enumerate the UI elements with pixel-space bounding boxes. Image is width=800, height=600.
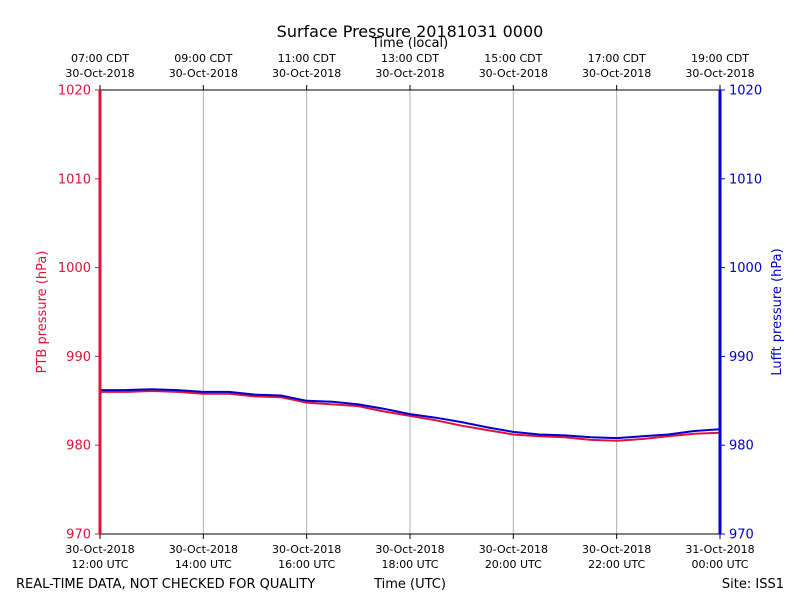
ptb-pressure-line — [100, 390, 721, 442]
left-tick-label: 990 — [66, 350, 91, 365]
bottom-tick-date: 31-Oct-2018 — [685, 543, 754, 556]
right-tick-label: 980 — [729, 439, 754, 454]
top-tick-date: 30-Oct-2018 — [65, 67, 134, 80]
left-tick-label: 1010 — [58, 172, 91, 187]
top-tick-date: 30-Oct-2018 — [479, 67, 548, 80]
left-tick-label: 1000 — [58, 261, 91, 276]
top-tick-date: 30-Oct-2018 — [272, 67, 341, 80]
quality-note: REAL-TIME DATA, NOT CHECKED FOR QUALITY — [16, 577, 315, 592]
bottom-tick-time: 12:00 UTC — [71, 558, 128, 571]
bottom-tick-date: 30-Oct-2018 — [272, 543, 341, 556]
top-tick-time: 13:00 CDT — [381, 52, 439, 65]
top-tick-date: 30-Oct-2018 — [685, 67, 754, 80]
left-tick-label: 1020 — [58, 84, 91, 99]
top-tick-date: 30-Oct-2018 — [169, 67, 238, 80]
top-axis-label: Time (local) — [371, 36, 448, 51]
bottom-tick-time: 14:00 UTC — [175, 558, 232, 571]
right-tick-label: 1010 — [729, 172, 762, 187]
x-axis-label: Time (UTC) — [373, 577, 446, 592]
top-tick-time: 17:00 CDT — [588, 52, 646, 65]
series-layer — [100, 388, 721, 442]
left-axis-ticks: 970 980 990 1000 1010 1020 — [58, 84, 100, 543]
left-axis-label: PTB pressure (hPa) — [35, 251, 50, 374]
bottom-tick-date: 30-Oct-2018 — [375, 543, 444, 556]
bottom-tick-date: 30-Oct-2018 — [169, 543, 238, 556]
left-tick-label: 970 — [66, 528, 91, 543]
bottom-axis-ticks: 30-Oct-2018 12:00 UTC 30-Oct-2018 14:00 UTC… — [65, 534, 755, 571]
bottom-tick-time: 20:00 UTC — [485, 558, 542, 571]
top-tick-time: 09:00 CDT — [174, 52, 232, 65]
site-label: Site: ISS1 — [722, 577, 784, 592]
bottom-tick-date: 30-Oct-2018 — [582, 543, 651, 556]
top-tick-time: 19:00 CDT — [691, 52, 749, 65]
bottom-tick-time: 22:00 UTC — [588, 558, 645, 571]
top-tick-time: 11:00 CDT — [278, 52, 336, 65]
chart-title: Surface Pressure 20181031 0000 — [277, 22, 544, 41]
top-tick-time: 15:00 CDT — [484, 52, 542, 65]
lufft-pressure-line — [100, 388, 721, 440]
right-axis-ticks: 970 980 990 1000 1010 1020 — [720, 84, 762, 543]
top-tick-date: 30-Oct-2018 — [375, 67, 444, 80]
left-tick-label: 980 — [66, 439, 91, 454]
bottom-tick-time: 00:00 UTC — [691, 558, 748, 571]
top-tick-date: 30-Oct-2018 — [582, 67, 651, 80]
right-tick-label: 1000 — [729, 261, 762, 276]
right-tick-label: 970 — [729, 528, 754, 543]
bottom-tick-date: 30-Oct-2018 — [479, 543, 548, 556]
top-axis-ticks: 07:00 CDT 30-Oct-2018 09:00 CDT 30-Oct-2018… — [65, 52, 755, 90]
right-tick-label: 990 — [729, 350, 754, 365]
bottom-tick-date: 30-Oct-2018 — [65, 543, 134, 556]
grid-layer — [202, 90, 618, 534]
bottom-tick-time: 18:00 UTC — [381, 558, 438, 571]
top-tick-time: 07:00 CDT — [71, 52, 129, 65]
right-axis-label: Lufft pressure (hPa) — [770, 248, 785, 375]
bottom-tick-time: 16:00 UTC — [278, 558, 335, 571]
right-tick-label: 1020 — [729, 84, 762, 99]
